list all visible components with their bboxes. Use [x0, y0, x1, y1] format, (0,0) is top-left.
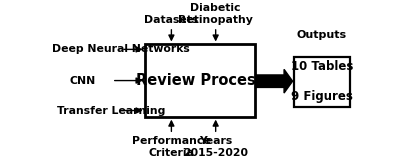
FancyArrow shape [256, 69, 293, 93]
Text: Diabetic
Retinopathy: Diabetic Retinopathy [178, 3, 253, 25]
FancyBboxPatch shape [145, 44, 255, 117]
Text: Datasets: Datasets [144, 15, 199, 25]
Text: Transfer Learning: Transfer Learning [57, 105, 165, 116]
Text: Outputs: Outputs [297, 30, 347, 40]
Text: Deep Neural Networks: Deep Neural Networks [52, 44, 190, 54]
Text: Years
2015-2020: Years 2015-2020 [183, 136, 248, 158]
Text: CNN: CNN [69, 75, 95, 86]
Text: Performance
Criteria: Performance Criteria [132, 136, 211, 158]
FancyBboxPatch shape [294, 57, 350, 107]
Text: 10 Tables

9 Figures: 10 Tables 9 Figures [291, 60, 353, 103]
Text: Review Process: Review Process [136, 73, 265, 88]
